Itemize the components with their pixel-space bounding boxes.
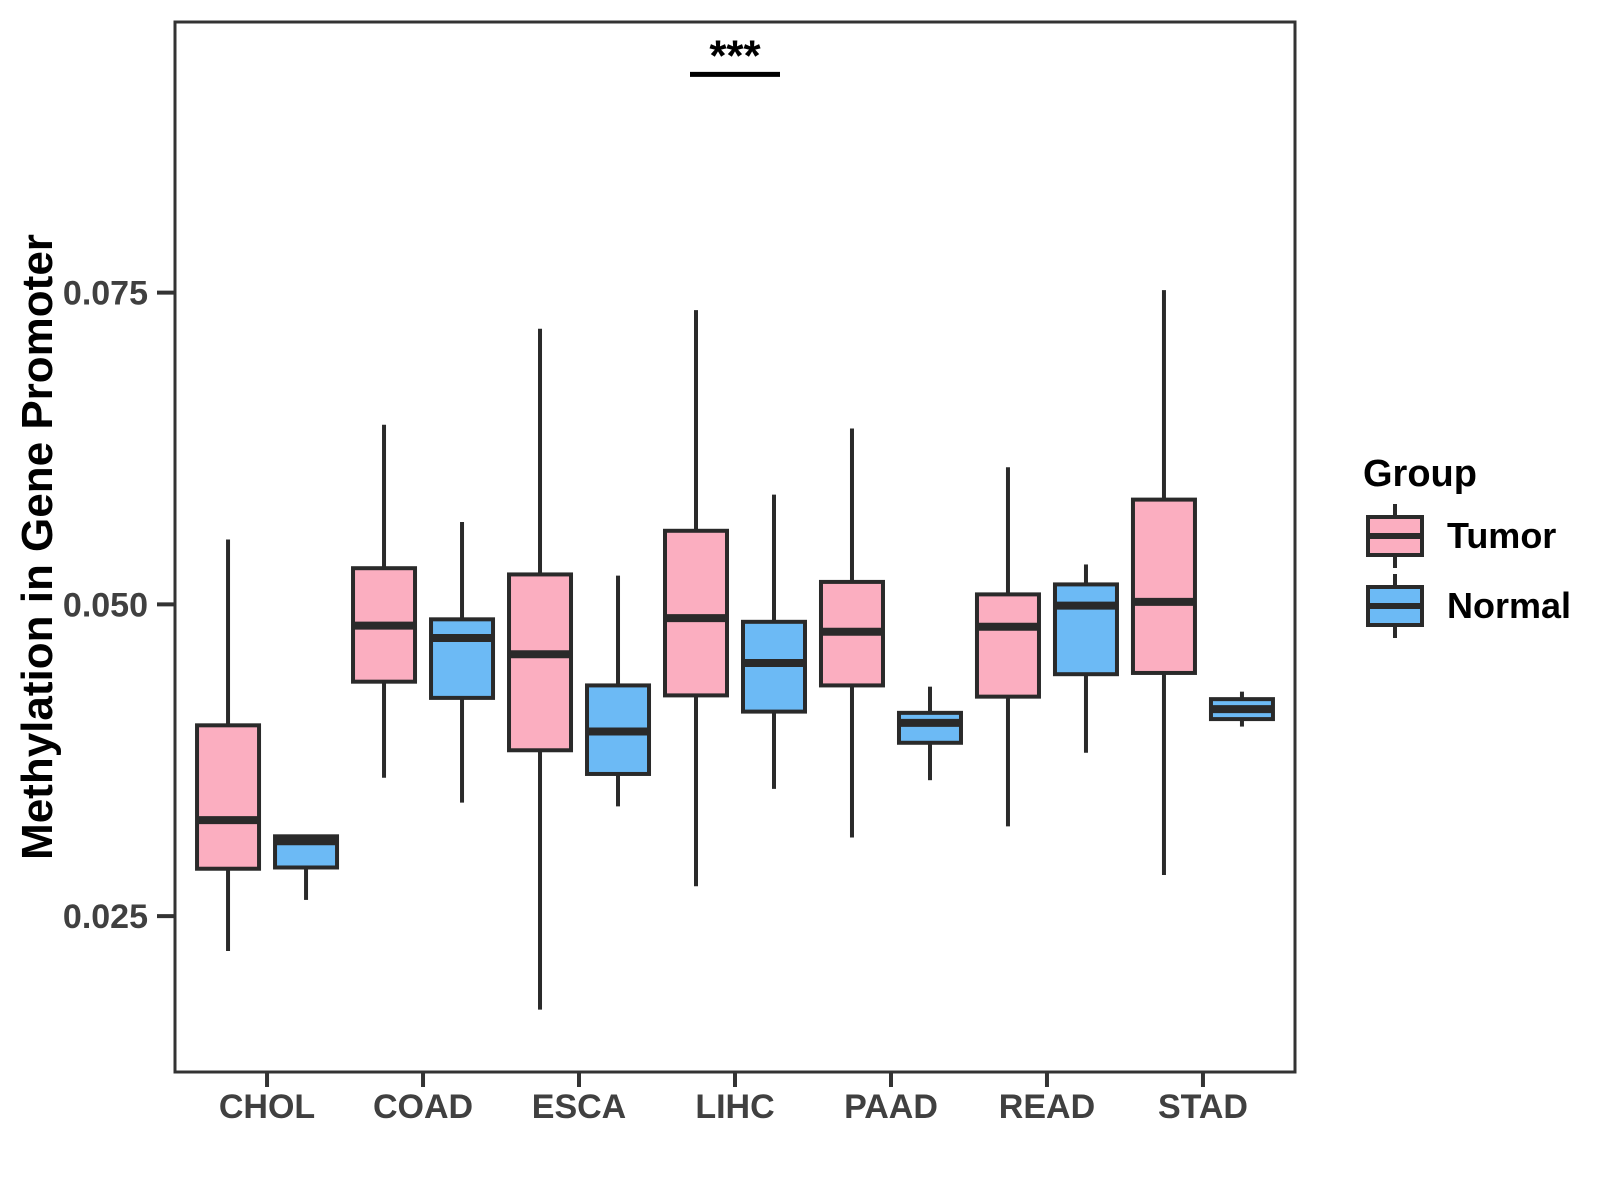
plot-panel-background (175, 22, 1295, 1072)
iqr-box (429, 617, 496, 700)
box-ESCA-Tumor (507, 328, 574, 1010)
box-PAAD-Normal (896, 686, 963, 781)
box-READ-Tumor (974, 467, 1041, 827)
legend-entry-tumor: Tumor (1366, 504, 1556, 568)
box-PAAD-Tumor (818, 428, 885, 838)
box-STAD-Normal (1208, 691, 1275, 727)
legend-label: Tumor (1447, 515, 1556, 556)
significance-stars: *** (709, 31, 761, 80)
x-tick-label: ESCA (532, 1088, 626, 1126)
legend-entry-normal: Normal (1366, 574, 1571, 638)
boxplot-layer (195, 290, 1275, 1010)
box-READ-Normal (1052, 564, 1119, 753)
iqr-box (507, 572, 574, 753)
panel-border (173, 20, 1297, 1074)
x-tick-label: READ (999, 1088, 1095, 1126)
x-tick-label: STAD (1158, 1088, 1248, 1126)
iqr-box (896, 710, 963, 745)
box-STAD-Tumor (1130, 290, 1197, 875)
x-axis: CHOL COAD ESCA LIHC PAAD READ STAD (219, 1072, 1248, 1126)
iqr-box (1130, 497, 1197, 675)
legend-title: Group (1363, 453, 1477, 495)
x-tick-label: CHOL (219, 1088, 315, 1126)
box-LIHC-Normal (741, 494, 807, 789)
x-tick-label: COAD (373, 1088, 473, 1126)
panel-background (175, 22, 1295, 1072)
box-CHOL-Normal (273, 834, 340, 900)
y-tick-label: 0.050 (63, 586, 148, 624)
legend: Group Tumor Normal (1363, 453, 1571, 638)
y-tick-label: 0.025 (63, 898, 148, 936)
iqr-box (974, 592, 1041, 699)
y-axis: 0.025 0.050 0.075 (63, 275, 175, 936)
y-axis-title: Methylation in Gene Promoter (13, 234, 62, 860)
significance-annotation: *** (690, 31, 780, 80)
box-LIHC-Tumor (663, 310, 729, 887)
iqr-box (195, 723, 262, 871)
legend-label: Normal (1447, 585, 1571, 626)
x-tick-label: LIHC (695, 1088, 774, 1126)
box-COAD-Normal (429, 522, 496, 803)
y-tick-label: 0.075 (63, 275, 148, 313)
box-COAD-Tumor (351, 424, 418, 778)
iqr-box (663, 528, 729, 698)
plot-panel-border (173, 20, 1297, 1074)
box-CHOL-Tumor (195, 539, 262, 952)
iqr-box (1052, 582, 1119, 677)
x-tick-label: PAAD (844, 1088, 938, 1126)
box-ESCA-Normal (585, 575, 652, 807)
